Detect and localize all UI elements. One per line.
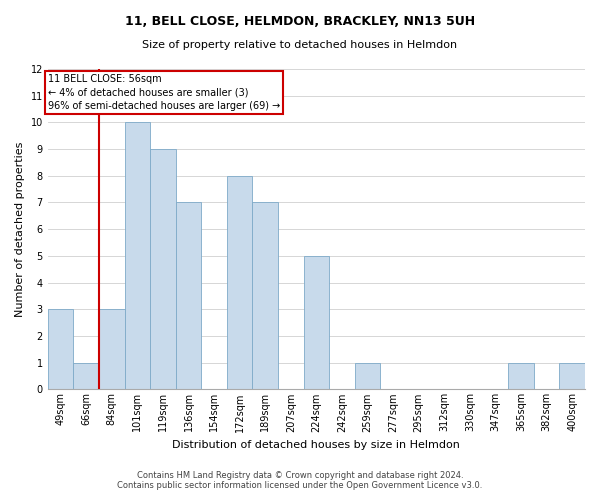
- X-axis label: Distribution of detached houses by size in Helmdon: Distribution of detached houses by size …: [172, 440, 460, 450]
- Bar: [508, 362, 534, 390]
- Bar: [176, 202, 201, 390]
- Bar: [48, 310, 73, 390]
- Bar: [150, 149, 176, 390]
- Text: 11, BELL CLOSE, HELMDON, BRACKLEY, NN13 5UH: 11, BELL CLOSE, HELMDON, BRACKLEY, NN13 …: [125, 15, 475, 28]
- Text: Size of property relative to detached houses in Helmdon: Size of property relative to detached ho…: [142, 40, 458, 50]
- Y-axis label: Number of detached properties: Number of detached properties: [15, 142, 25, 317]
- Bar: [73, 362, 99, 390]
- Bar: [559, 362, 585, 390]
- Bar: [253, 202, 278, 390]
- Bar: [227, 176, 253, 390]
- Text: Contains HM Land Registry data © Crown copyright and database right 2024.
Contai: Contains HM Land Registry data © Crown c…: [118, 470, 482, 490]
- Bar: [304, 256, 329, 390]
- Text: 11 BELL CLOSE: 56sqm
← 4% of detached houses are smaller (3)
96% of semi-detache: 11 BELL CLOSE: 56sqm ← 4% of detached ho…: [49, 74, 281, 110]
- Bar: [99, 310, 125, 390]
- Bar: [125, 122, 150, 390]
- Bar: [355, 362, 380, 390]
